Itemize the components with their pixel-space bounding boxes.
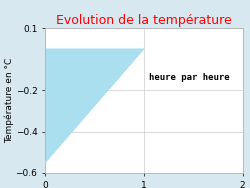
Polygon shape (45, 49, 144, 163)
Title: Evolution de la température: Evolution de la température (56, 14, 232, 27)
Text: heure par heure: heure par heure (149, 73, 229, 82)
Y-axis label: Température en °C: Température en °C (4, 58, 14, 143)
